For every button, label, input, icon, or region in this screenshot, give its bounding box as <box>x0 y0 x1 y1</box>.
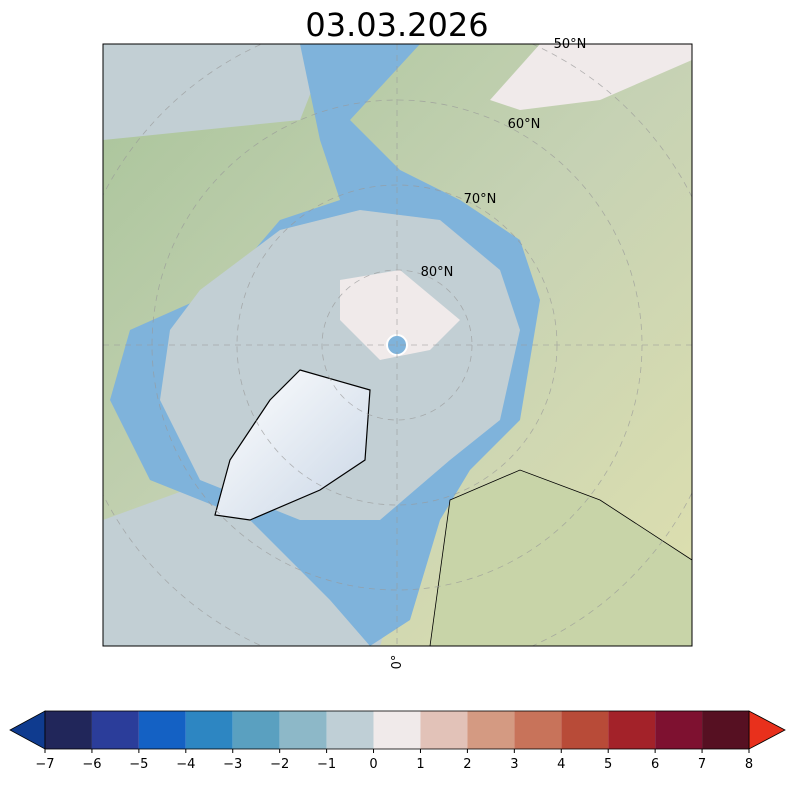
colorbar: −7 −6 −5 −4 −3 −2 −1 0 1 2 3 4 5 6 7 8 <box>9 710 786 772</box>
tick-label: −6 <box>82 757 101 772</box>
colorbar-frame <box>44 710 750 750</box>
tick-label: 3 <box>510 757 518 772</box>
tick-label: −3 <box>223 757 242 772</box>
tick-label: 7 <box>698 757 706 772</box>
extend-high <box>748 710 786 750</box>
map: 50°N 60°N 70°N 80°N 0° <box>102 37 693 670</box>
colorbar-segment <box>45 711 92 749</box>
colorbar-segment <box>420 711 468 749</box>
tick-label: 6 <box>651 757 659 772</box>
tick-label: −7 <box>35 757 54 772</box>
colorbar-segment <box>561 711 609 749</box>
colorbar-segment <box>467 711 515 749</box>
tick-label: −4 <box>176 757 195 772</box>
lat-label: 80°N <box>421 265 454 280</box>
colorbar-segment <box>514 711 562 749</box>
lat-label: 70°N <box>464 192 497 207</box>
tick-label: −5 <box>129 757 148 772</box>
colorbar-segment <box>608 711 656 749</box>
tick-label: 0 <box>369 757 377 772</box>
colorbar-segment <box>373 711 421 749</box>
tick-label: 1 <box>416 757 424 772</box>
colorbar-segment <box>655 711 703 749</box>
lat-label: 60°N <box>508 117 541 132</box>
tick-label: −2 <box>270 757 289 772</box>
colorbar-segment <box>91 711 139 749</box>
tick-label: 8 <box>745 757 753 772</box>
extend-low <box>9 710 46 750</box>
lat-label: 50°N <box>554 37 587 52</box>
colorbar-segment <box>326 711 374 749</box>
tick-label: 4 <box>557 757 565 772</box>
colorbar-segment <box>232 711 280 749</box>
tick-label: 5 <box>604 757 612 772</box>
lon-label: 0° <box>390 655 405 670</box>
tick-label: −1 <box>317 757 336 772</box>
colorbar-segment <box>138 711 186 749</box>
title: 03.03.2026 <box>305 6 488 44</box>
colorbar-segment <box>702 711 749 749</box>
colorbar-segment <box>185 711 233 749</box>
tick-label: 2 <box>463 757 471 772</box>
colorbar-segment <box>279 711 327 749</box>
